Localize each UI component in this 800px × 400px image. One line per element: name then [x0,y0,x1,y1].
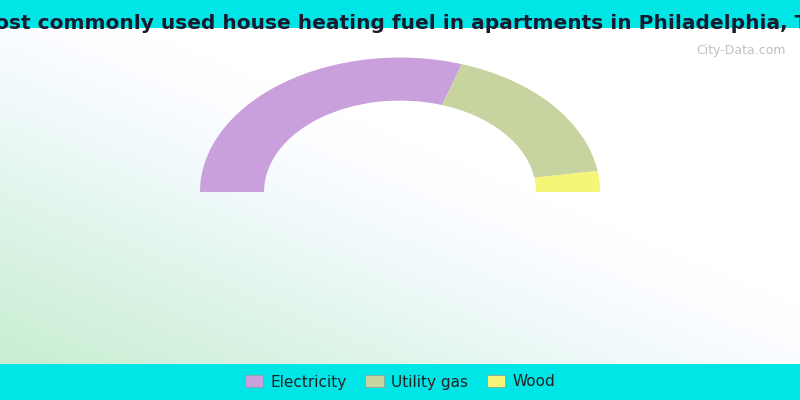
Wedge shape [442,64,598,178]
Wedge shape [534,171,600,192]
Text: City-Data.com: City-Data.com [697,44,786,57]
Text: Most commonly used house heating fuel in apartments in Philadelphia, TN: Most commonly used house heating fuel in… [0,14,800,33]
Legend: Electricity, Utility gas, Wood: Electricity, Utility gas, Wood [245,374,555,390]
Wedge shape [200,58,462,192]
